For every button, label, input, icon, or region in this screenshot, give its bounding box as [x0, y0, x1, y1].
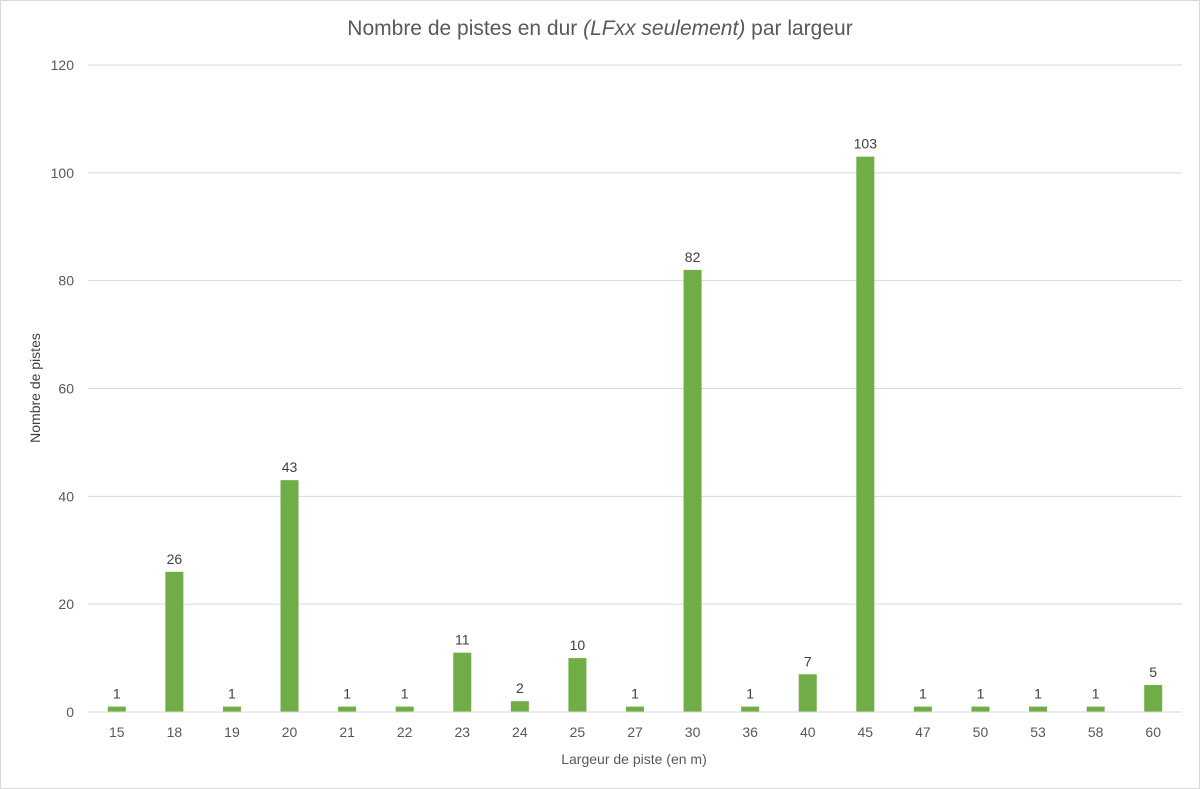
- data-label: 43: [282, 459, 298, 475]
- chart-title: Nombre de pistes en dur (LFxx seulement)…: [347, 17, 853, 40]
- data-label: 5: [1149, 664, 1157, 680]
- x-tick-label: 25: [570, 724, 586, 740]
- data-label: 103: [854, 136, 878, 152]
- bar: [280, 480, 299, 712]
- data-label: 1: [113, 686, 121, 702]
- bar: [1029, 706, 1048, 712]
- x-tick-label: 22: [397, 724, 413, 740]
- y-tick-label: 100: [51, 165, 75, 181]
- data-label: 1: [1034, 686, 1042, 702]
- data-label: 1: [343, 686, 351, 702]
- bar: [568, 658, 587, 712]
- x-tick-label: 47: [915, 724, 931, 740]
- x-tick-label: 50: [973, 724, 989, 740]
- x-tick-label: 19: [224, 724, 240, 740]
- y-tick-label: 80: [58, 273, 74, 289]
- bar: [1086, 706, 1105, 712]
- bar: [453, 652, 472, 712]
- bar: [338, 706, 357, 712]
- bar: [741, 706, 760, 712]
- y-tick-label: 120: [51, 57, 75, 73]
- bar: [798, 674, 817, 712]
- y-tick-label: 20: [58, 596, 74, 612]
- data-label: 26: [167, 551, 183, 567]
- x-tick-label: 58: [1088, 724, 1104, 740]
- data-label: 1: [919, 686, 927, 702]
- data-label: 7: [804, 653, 812, 669]
- bar: [683, 269, 702, 712]
- bar: [107, 706, 126, 712]
- x-axis-label: Largeur de piste (en m): [561, 751, 707, 767]
- x-tick-label: 45: [858, 724, 874, 740]
- x-tick-label: 60: [1145, 724, 1161, 740]
- x-tick-label: 30: [685, 724, 701, 740]
- y-tick-label: 40: [58, 488, 74, 504]
- x-tick-label: 21: [339, 724, 355, 740]
- data-label: 2: [516, 680, 524, 696]
- data-label: 1: [746, 686, 754, 702]
- x-tick-label: 40: [800, 724, 816, 740]
- data-label: 1: [631, 686, 639, 702]
- x-tick-label: 15: [109, 724, 125, 740]
- bar: [395, 706, 414, 712]
- x-tick-label: 27: [627, 724, 643, 740]
- data-label: 1: [1092, 686, 1100, 702]
- x-tick-label: 53: [1030, 724, 1046, 740]
- data-label: 1: [401, 686, 409, 702]
- x-tick-label: 24: [512, 724, 528, 740]
- bar: [856, 156, 875, 713]
- bar: [913, 706, 932, 712]
- bar: [626, 706, 644, 712]
- bar: [222, 706, 241, 712]
- bar: [1144, 685, 1163, 712]
- x-tick-label: 18: [167, 724, 183, 740]
- data-label: 82: [685, 249, 701, 265]
- bar: [510, 701, 529, 712]
- x-tick-label: 20: [282, 724, 298, 740]
- bar: [165, 571, 184, 712]
- bar: [971, 706, 990, 712]
- x-tick-label: 23: [454, 724, 470, 740]
- data-label: 11: [455, 632, 470, 648]
- data-label: 10: [570, 637, 586, 653]
- x-tick-label: 36: [742, 724, 758, 740]
- y-tick-label: 60: [58, 381, 74, 397]
- data-label: 1: [228, 686, 236, 702]
- y-tick-label: 0: [66, 704, 74, 720]
- data-label: 1: [977, 686, 985, 702]
